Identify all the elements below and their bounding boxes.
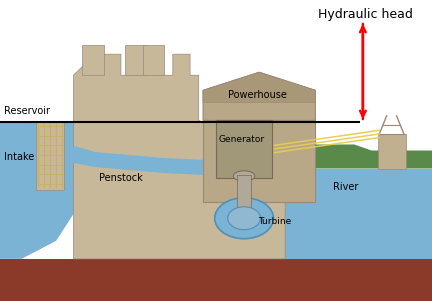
- Bar: [203, 120, 315, 202]
- Circle shape: [228, 207, 260, 230]
- Text: Penstock: Penstock: [99, 172, 143, 183]
- Bar: [143, 45, 164, 75]
- Ellipse shape: [233, 171, 255, 181]
- Bar: [378, 134, 406, 169]
- Polygon shape: [0, 259, 432, 301]
- Polygon shape: [203, 72, 315, 120]
- Polygon shape: [281, 144, 432, 169]
- Polygon shape: [73, 54, 285, 259]
- Text: Powerhouse: Powerhouse: [228, 90, 286, 100]
- Bar: [216, 120, 272, 178]
- Polygon shape: [203, 72, 315, 102]
- Text: Reservoir: Reservoir: [4, 106, 50, 116]
- Polygon shape: [281, 169, 432, 259]
- Text: River: River: [333, 182, 358, 192]
- Bar: [237, 175, 251, 211]
- Text: Intake: Intake: [4, 151, 35, 162]
- Circle shape: [215, 198, 273, 239]
- Polygon shape: [64, 143, 255, 176]
- Polygon shape: [0, 122, 76, 259]
- Text: Generator: Generator: [218, 135, 264, 144]
- Text: Turbine: Turbine: [258, 217, 292, 226]
- Bar: [125, 45, 147, 75]
- Text: Hydraulic head: Hydraulic head: [318, 8, 413, 20]
- Bar: [82, 45, 104, 75]
- Bar: [36, 122, 64, 190]
